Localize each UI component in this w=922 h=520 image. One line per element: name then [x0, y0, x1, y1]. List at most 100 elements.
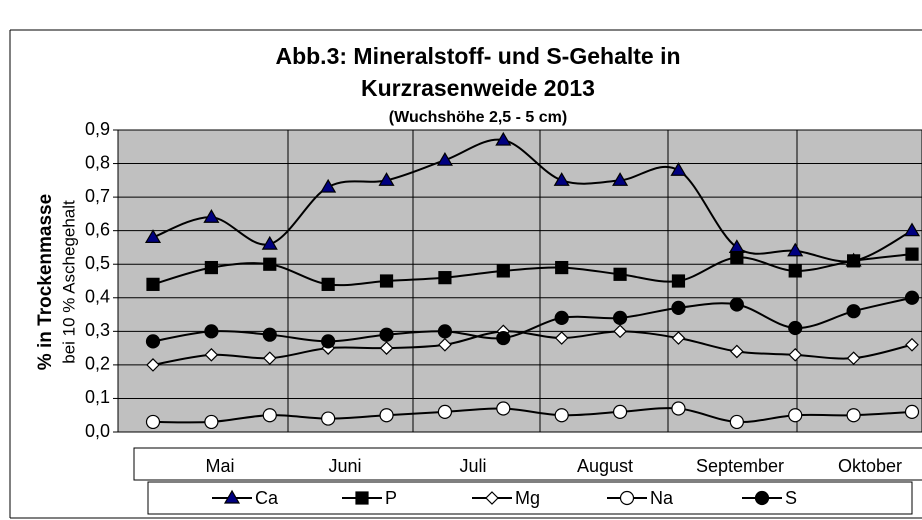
marker-diamond	[485, 491, 499, 505]
marker-diamond	[729, 344, 744, 359]
y-tick-label: 0,0	[85, 421, 110, 441]
marker-circle	[788, 320, 803, 336]
marker-circle	[846, 304, 861, 319]
marker-triangle	[144, 229, 162, 243]
marker-triangle	[903, 222, 921, 237]
marker-circle	[437, 404, 453, 419]
y-tick-label: 0,6	[85, 219, 110, 239]
legend-label: Mg	[515, 488, 540, 508]
marker-circle	[904, 404, 920, 419]
marker-circle	[729, 414, 744, 430]
series-line	[152, 138, 913, 263]
chart-title: Abb.3: Mineralstoff- und S-Gehalte in	[275, 43, 680, 69]
y-tick-label: 0,5	[85, 253, 110, 273]
marker-circle	[321, 334, 336, 349]
marker-square	[379, 274, 394, 288]
marker-square	[496, 264, 510, 278]
chart-subtitle: (Wuchshöhe 2,5 - 5 cm)	[389, 109, 567, 126]
marker-circle	[204, 324, 219, 339]
chart-title-line2: Kurzrasenweide 2013	[361, 75, 595, 101]
marker-circle	[846, 408, 861, 423]
y-tick-label: 0,2	[85, 354, 110, 374]
marker-square	[905, 247, 919, 261]
marker-circle	[379, 327, 394, 342]
marker-circle	[612, 310, 628, 326]
marker-circle	[554, 408, 569, 423]
marker-square	[671, 274, 686, 288]
marker-triangle	[436, 152, 453, 166]
marker-square	[204, 260, 218, 275]
marker-circle	[612, 404, 628, 419]
marker-circle	[145, 414, 161, 430]
marker-diamond	[846, 351, 861, 366]
marker-square	[355, 491, 369, 505]
marker-square	[788, 264, 802, 278]
month-box	[133, 447, 922, 481]
marker-circle	[671, 300, 686, 315]
x-month-label: Juni	[328, 456, 361, 476]
marker-circle	[496, 330, 511, 346]
marker-circle	[204, 414, 219, 430]
x-month-label: Oktober	[838, 456, 902, 476]
marker-circle	[437, 324, 453, 339]
y-axis-sublabel: bei 10 % Aschegehalt	[59, 200, 78, 364]
marker-triangle	[670, 162, 687, 176]
marker-diamond	[438, 337, 452, 352]
marker-circle	[262, 327, 277, 342]
marker-square	[613, 267, 627, 281]
y-tick-label: 0,8	[85, 152, 110, 172]
marker-diamond	[262, 351, 277, 366]
y-tick-label: 0,4	[85, 287, 110, 307]
marker-circle	[754, 490, 770, 506]
marker-circle	[729, 297, 744, 312]
marker-circle	[619, 490, 635, 506]
marker-diamond	[613, 324, 627, 339]
x-month-label: Mai	[205, 456, 234, 476]
marker-triangle	[495, 131, 512, 146]
marker-triangle	[203, 209, 220, 223]
x-month-label: August	[577, 456, 633, 476]
marker-triangle	[612, 172, 629, 186]
marker-circle	[554, 310, 569, 326]
x-month-label: September	[696, 456, 784, 476]
legend-label: Na	[650, 488, 674, 508]
x-month-label: Juli	[459, 456, 486, 476]
marker-diamond	[554, 331, 569, 345]
marker-diamond	[379, 341, 394, 355]
y-axis-label: % in Trockenmasse	[35, 194, 56, 370]
legend-label: Ca	[255, 488, 279, 508]
marker-square	[263, 257, 277, 271]
marker-square	[438, 271, 452, 285]
marker-circle	[904, 290, 920, 305]
plot-area	[113, 129, 922, 433]
marker-diamond	[671, 331, 686, 345]
marker-circle	[262, 408, 277, 423]
marker-diamond	[788, 347, 803, 362]
marker-triangle	[787, 242, 804, 257]
marker-circle	[379, 408, 394, 423]
marker-diamond	[204, 347, 219, 362]
marker-triangle	[553, 172, 570, 186]
marker-triangle	[223, 489, 241, 504]
legend	[147, 481, 913, 515]
marker-square	[730, 250, 744, 265]
marker-diamond	[905, 337, 919, 352]
plot-background	[117, 129, 922, 433]
marker-circle	[496, 401, 511, 416]
marker-square	[847, 254, 861, 268]
marker-square	[555, 260, 569, 275]
marker-square	[321, 277, 335, 291]
y-tick-label: 0,7	[85, 186, 110, 206]
marker-circle	[145, 334, 161, 349]
legend-label: S	[785, 488, 797, 508]
marker-square	[146, 277, 160, 291]
legend-label: P	[385, 488, 397, 508]
y-tick-label: 0,9	[85, 119, 110, 139]
marker-circle	[321, 411, 336, 426]
marker-triangle	[261, 235, 278, 250]
y-tick-label: 0,1	[85, 387, 110, 407]
marker-triangle	[378, 172, 395, 186]
marker-circle	[788, 408, 803, 423]
marker-triangle	[320, 178, 337, 193]
